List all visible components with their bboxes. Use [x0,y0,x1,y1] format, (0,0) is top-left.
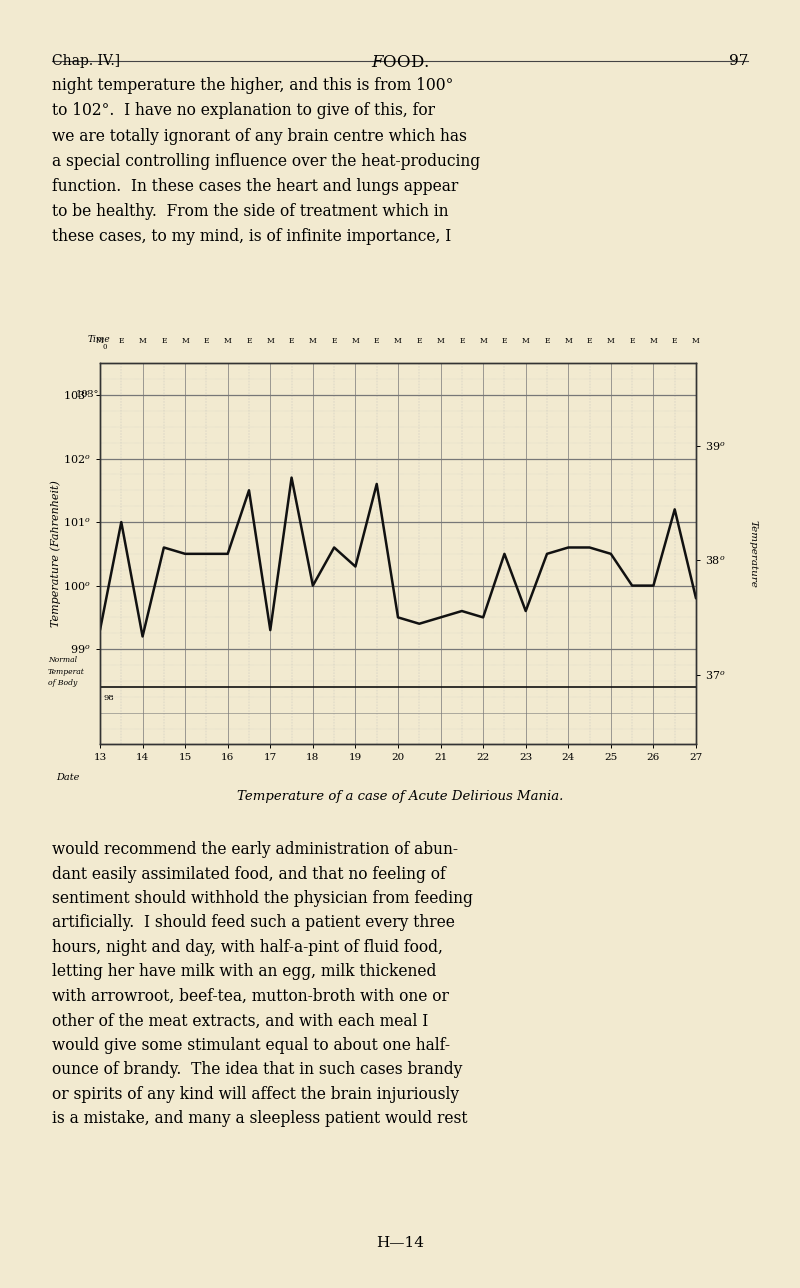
Text: E: E [246,337,252,345]
Text: letting her have milk with an egg, milk thickened: letting her have milk with an egg, milk … [52,963,436,980]
Text: would give some stimulant equal to about one half-: would give some stimulant equal to about… [52,1037,450,1054]
Text: E: E [630,337,635,345]
Text: of Body: of Body [48,679,78,688]
Text: Chap. IV.]: Chap. IV.] [52,54,120,68]
Text: E: E [502,337,507,345]
Text: E: E [118,337,124,345]
Text: would recommend the early administration of abun-: would recommend the early administration… [52,841,458,858]
Text: M: M [224,337,231,345]
Text: E: E [672,337,678,345]
Text: 103°: 103° [76,390,99,399]
Text: 0: 0 [102,343,106,350]
Text: a special controlling influence over the heat-producing: a special controlling influence over the… [52,153,480,170]
Text: or spirits of any kind will affect the brain injuriously: or spirits of any kind will affect the b… [52,1086,459,1103]
Text: M: M [266,337,274,345]
Text: Time: Time [87,335,110,344]
Text: E: E [459,337,465,345]
Text: E: E [417,337,422,345]
Text: M: M [394,337,402,345]
Text: to 102°.  I have no explanation to give of this, for: to 102°. I have no explanation to give o… [52,103,435,120]
Text: H—14: H—14 [376,1236,424,1251]
Text: M: M [138,337,146,345]
Text: 98: 98 [104,694,114,702]
Text: $\mathit{F}$OOD.: $\mathit{F}$OOD. [371,54,429,71]
Text: these cases, to my mind, is of infinite importance, I: these cases, to my mind, is of infinite … [52,228,451,245]
Text: 97: 97 [729,54,748,68]
Text: Temperat: Temperat [48,667,85,676]
Text: ounce of brandy.  The idea that in such cases brandy: ounce of brandy. The idea that in such c… [52,1061,462,1078]
Text: M: M [351,337,359,345]
Text: Normal: Normal [48,656,77,665]
Text: other of the meat extracts, and with each meal I: other of the meat extracts, and with eac… [52,1012,428,1029]
Text: M: M [692,337,700,345]
Text: M: M [522,337,530,345]
Text: Date: Date [56,773,79,782]
Text: E: E [289,337,294,345]
Text: M: M [182,337,189,345]
Text: Temperature (Fahrenheit): Temperature (Fahrenheit) [50,480,61,627]
Text: M: M [607,337,614,345]
Text: E: E [544,337,550,345]
Text: M: M [479,337,487,345]
Text: M: M [96,337,104,345]
Text: E: E [161,337,166,345]
Text: hours, night and day, with half-a-pint of fluid food,: hours, night and day, with half-a-pint o… [52,939,443,956]
Text: M: M [437,337,445,345]
Text: dant easily assimilated food, and that no feeling of: dant easily assimilated food, and that n… [52,866,446,882]
Text: function.  In these cases the heart and lungs appear: function. In these cases the heart and l… [52,178,458,194]
Text: E: E [587,337,592,345]
Text: is a mistake, and many a sleepless patient would rest: is a mistake, and many a sleepless patie… [52,1110,467,1127]
Text: E: E [204,337,209,345]
Text: night temperature the higher, and this is from 100°: night temperature the higher, and this i… [52,77,454,94]
Text: E: E [331,337,337,345]
Text: E: E [374,337,379,345]
Text: to be healthy.  From the side of treatment which in: to be healthy. From the side of treatmen… [52,204,449,220]
Text: artificially.  I should feed such a patient every three: artificially. I should feed such a patie… [52,914,455,931]
Text: we are totally ignorant of any brain centre which has: we are totally ignorant of any brain cen… [52,128,467,144]
Text: with arrowroot, beef-tea, mutton-broth with one or: with arrowroot, beef-tea, mutton-broth w… [52,988,449,1005]
Text: M: M [650,337,658,345]
Text: Temperature of a case of Acute Delirious Mania.: Temperature of a case of Acute Delirious… [237,790,563,802]
Text: M: M [309,337,317,345]
Text: M: M [565,337,572,345]
Text: Temperature: Temperature [748,520,757,587]
Text: sentiment should withhold the physician from feeding: sentiment should withhold the physician … [52,890,473,907]
